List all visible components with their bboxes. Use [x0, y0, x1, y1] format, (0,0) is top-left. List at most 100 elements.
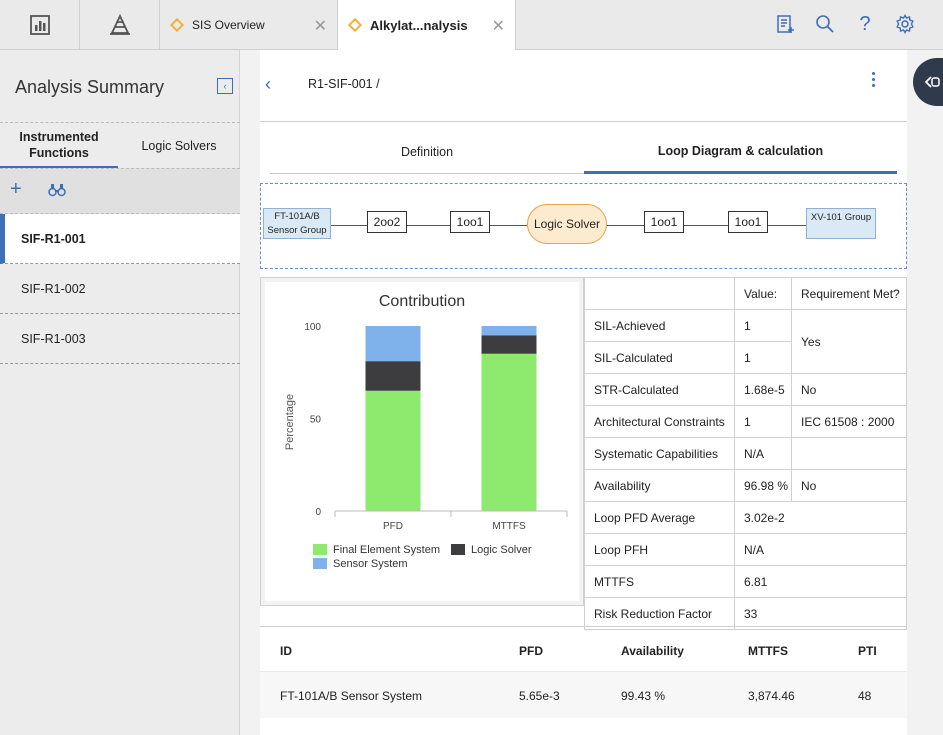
- cell-mttfs: 3,874.46: [748, 689, 795, 703]
- y-tick-label: 0: [315, 507, 321, 518]
- row-label: Availability: [584, 469, 735, 502]
- row-requirement: [791, 437, 907, 470]
- binoculars-icon[interactable]: [48, 182, 66, 201]
- voting-box[interactable]: 1oo1: [728, 211, 768, 233]
- row-value: 1: [734, 405, 792, 438]
- legend-swatch: [451, 544, 465, 555]
- header-cell: Requirement Met?: [791, 277, 907, 310]
- divider: [260, 121, 907, 122]
- chart-area: Contribution Percentage 0 50 100 PFD MTTFS F…: [265, 282, 579, 601]
- row-label: SIL-Achieved: [584, 309, 735, 342]
- row-requirement: IEC 61508 : 2000: [791, 405, 907, 438]
- cell-availability: 99.43 %: [621, 689, 666, 703]
- row-label: Systematic Capabilities: [584, 437, 735, 470]
- table-row: Availability 96.98 % No: [584, 469, 907, 502]
- header-availability: Availability: [621, 644, 684, 658]
- tab-instrumented-functions[interactable]: Instrumented Functions: [0, 123, 118, 169]
- row-value: 1: [734, 309, 792, 342]
- legend-label[interactable]: Final Element System: [333, 544, 440, 556]
- analysis-summary-panel: Analysis Summary ‹ Instrumented Function…: [0, 50, 240, 735]
- tab-label: SIS Overview: [192, 17, 265, 32]
- tab-label: Alkylat...nalysis: [370, 17, 468, 33]
- voting-box[interactable]: 2oo2: [367, 211, 407, 233]
- row-value: 1: [734, 341, 792, 374]
- search-icon[interactable]: [813, 12, 837, 36]
- bar-segment[interactable]: [365, 390, 421, 511]
- table-row: STR-Calculated 1.68e-5 No: [584, 373, 907, 406]
- table-row: Architectural Constraints 1 IEC 61508 : …: [584, 405, 907, 438]
- add-icon[interactable]: +: [10, 178, 22, 200]
- diamond-icon: [169, 17, 185, 32]
- x-tick-label: MTTFS: [492, 521, 526, 532]
- close-icon[interactable]: ✕: [313, 18, 327, 35]
- tab-definition[interactable]: Definition: [270, 130, 584, 174]
- tab-sis-overview[interactable]: SIS Overview ✕: [160, 0, 338, 49]
- help-icon[interactable]: ?: [859, 12, 871, 35]
- header-mttfs: MTTFS: [748, 644, 788, 658]
- diamond-icon: [347, 17, 363, 33]
- bar-segment[interactable]: [481, 326, 537, 336]
- panel-tabs: Instrumented Functions Logic Solvers: [0, 122, 240, 169]
- row-value: 96.98 %: [734, 469, 792, 502]
- legend-label[interactable]: Sensor System: [333, 558, 408, 570]
- list-item[interactable]: SIF-R1-001: [0, 214, 240, 264]
- header-cell: [584, 277, 735, 310]
- voting-box[interactable]: 1oo1: [450, 211, 490, 233]
- row-value: 33: [734, 597, 907, 630]
- row-requirement: No: [791, 373, 907, 406]
- tab-loop-diagram[interactable]: Loop Diagram & calculation: [584, 130, 897, 174]
- table-row: SIL-Achieved 1 Yes: [584, 309, 907, 374]
- legend-swatch: [313, 544, 327, 555]
- add-report-icon[interactable]: [773, 12, 797, 36]
- table-row: Loop PFD Average 3.02e-2: [584, 501, 907, 534]
- main-content: ‹ R1-SIF-001 / Definition Loop Diagram &…: [241, 50, 943, 735]
- contribution-chart-panel: Contribution Percentage 0 50 100 PFD MTTFS F…: [260, 277, 584, 606]
- bar-segment[interactable]: [481, 353, 537, 511]
- row-label: SIL-Calculated: [584, 341, 735, 374]
- x-tick-label: PFD: [383, 521, 403, 532]
- list-item[interactable]: SIF-R1-003: [0, 314, 240, 364]
- logic-solver-node[interactable]: Logic Solver: [527, 204, 607, 244]
- sil-summary-table: Value: Requirement Met? SIL-Achieved 1 Y…: [584, 277, 907, 630]
- row-value: 1.68e-5: [734, 373, 792, 406]
- close-icon[interactable]: ✕: [491, 18, 505, 35]
- list-item[interactable]: SIF-R1-002: [0, 264, 240, 314]
- panel-title: Analysis Summary: [15, 77, 165, 97]
- table-row: Loop PFH N/A: [584, 533, 907, 566]
- row-label: MTTFS: [584, 565, 735, 598]
- row-requirement: No: [791, 469, 907, 502]
- cell-pti: 48: [858, 689, 872, 703]
- tab-logic-solvers[interactable]: Logic Solvers: [141, 139, 217, 153]
- header-pfd: PFD: [519, 644, 543, 658]
- collapse-panel-icon[interactable]: ‹: [217, 78, 233, 94]
- bar-segment[interactable]: [365, 361, 421, 391]
- row-value: 6.81: [734, 565, 907, 598]
- bar-segment[interactable]: [481, 335, 537, 354]
- dashboard-icon[interactable]: [0, 0, 80, 49]
- contribution-chart: Contribution Percentage 0 50 100 PFD MTTFS F…: [284, 293, 568, 570]
- back-chevron-icon[interactable]: ‹: [265, 74, 271, 94]
- table-row[interactable]: FT-101A/B Sensor System 5.65e-3 99.43 % …: [260, 672, 907, 718]
- cell-id: FT-101A/B Sensor System: [280, 689, 423, 703]
- more-options-icon[interactable]: [872, 72, 875, 87]
- bar-segment[interactable]: [365, 326, 421, 362]
- cell-pfd: 5.65e-3: [519, 689, 560, 703]
- legend-label[interactable]: Logic Solver: [471, 544, 532, 556]
- row-requirement: Yes: [791, 309, 907, 374]
- table-row: Systematic Capabilities N/A: [584, 437, 907, 470]
- sensor-group-box[interactable]: FT-101A/B Sensor Group: [263, 208, 331, 239]
- voting-box[interactable]: 1oo1: [644, 211, 684, 233]
- gear-icon[interactable]: [893, 12, 917, 36]
- legend-swatch: [313, 558, 327, 569]
- tab-alkylation-analysis[interactable]: Alkylat...nalysis ✕: [338, 0, 516, 50]
- row-value: 3.02e-2: [734, 501, 907, 534]
- hierarchy-icon[interactable]: [80, 0, 160, 49]
- y-axis-label: Percentage: [284, 394, 296, 450]
- row-label: Architectural Constraints: [584, 405, 735, 438]
- row-label: Loop PFH: [584, 533, 735, 566]
- chart-title: Contribution: [379, 293, 465, 310]
- y-tick-label: 50: [310, 415, 322, 426]
- row-value: N/A: [734, 533, 907, 566]
- breadcrumb: R1-SIF-001 /: [308, 77, 380, 91]
- final-element-group-box[interactable]: XV-101 Group: [806, 208, 876, 239]
